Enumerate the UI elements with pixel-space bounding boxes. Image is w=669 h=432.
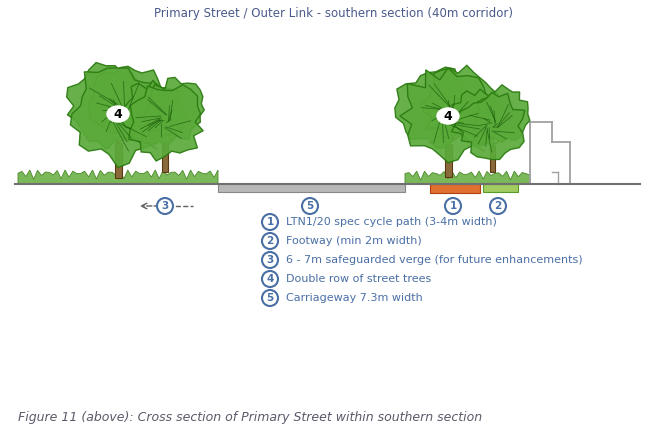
Circle shape bbox=[262, 271, 278, 287]
Ellipse shape bbox=[107, 106, 129, 122]
Text: Figure 11 (above): Cross section of Primary Street within southern section: Figure 11 (above): Cross section of Prim… bbox=[18, 411, 482, 424]
Bar bbox=[430, 184, 480, 193]
Bar bbox=[483, 184, 518, 192]
Text: 4: 4 bbox=[444, 109, 452, 123]
Polygon shape bbox=[395, 67, 479, 148]
Polygon shape bbox=[67, 63, 145, 149]
Ellipse shape bbox=[437, 108, 459, 124]
Bar bbox=[162, 144, 168, 172]
Bar bbox=[444, 143, 452, 177]
Text: 6 - 7m safeguarded verge (for future enhancements): 6 - 7m safeguarded verge (for future enh… bbox=[286, 255, 583, 265]
Text: 5: 5 bbox=[306, 201, 314, 211]
Text: 3: 3 bbox=[161, 201, 169, 211]
Bar bbox=[114, 143, 122, 178]
Text: 3: 3 bbox=[266, 255, 274, 265]
Text: 4: 4 bbox=[114, 108, 122, 121]
Text: Double row of street trees: Double row of street trees bbox=[286, 274, 432, 284]
Bar bbox=[218, 184, 405, 192]
Polygon shape bbox=[129, 85, 203, 161]
Circle shape bbox=[262, 290, 278, 306]
Polygon shape bbox=[144, 77, 204, 139]
Polygon shape bbox=[405, 171, 530, 184]
Text: 2: 2 bbox=[494, 201, 502, 211]
Text: LTN1/20 spec cycle path (3-4m width): LTN1/20 spec cycle path (3-4m width) bbox=[286, 217, 497, 227]
Polygon shape bbox=[452, 89, 508, 147]
Text: Primary Street / Outer Link - southern section (40m corridor): Primary Street / Outer Link - southern s… bbox=[155, 7, 514, 20]
Circle shape bbox=[445, 198, 461, 214]
Text: Carriageway 7.3m width: Carriageway 7.3m width bbox=[286, 293, 423, 303]
Polygon shape bbox=[476, 85, 530, 142]
Polygon shape bbox=[455, 92, 525, 159]
Circle shape bbox=[302, 198, 318, 214]
Polygon shape bbox=[18, 170, 218, 184]
Circle shape bbox=[262, 214, 278, 230]
Text: Footway (min 2m width): Footway (min 2m width) bbox=[286, 236, 421, 246]
Circle shape bbox=[262, 233, 278, 249]
Polygon shape bbox=[70, 68, 171, 168]
Polygon shape bbox=[89, 66, 169, 141]
Text: 1: 1 bbox=[266, 217, 274, 227]
Text: 4: 4 bbox=[266, 274, 274, 284]
Bar bbox=[490, 146, 494, 172]
Circle shape bbox=[490, 198, 506, 214]
Text: 2: 2 bbox=[266, 236, 274, 246]
Polygon shape bbox=[400, 68, 490, 163]
Polygon shape bbox=[421, 65, 498, 140]
Text: 1: 1 bbox=[450, 201, 457, 211]
Circle shape bbox=[262, 252, 278, 268]
Text: 5: 5 bbox=[266, 293, 274, 303]
Polygon shape bbox=[118, 80, 187, 145]
Circle shape bbox=[157, 198, 173, 214]
